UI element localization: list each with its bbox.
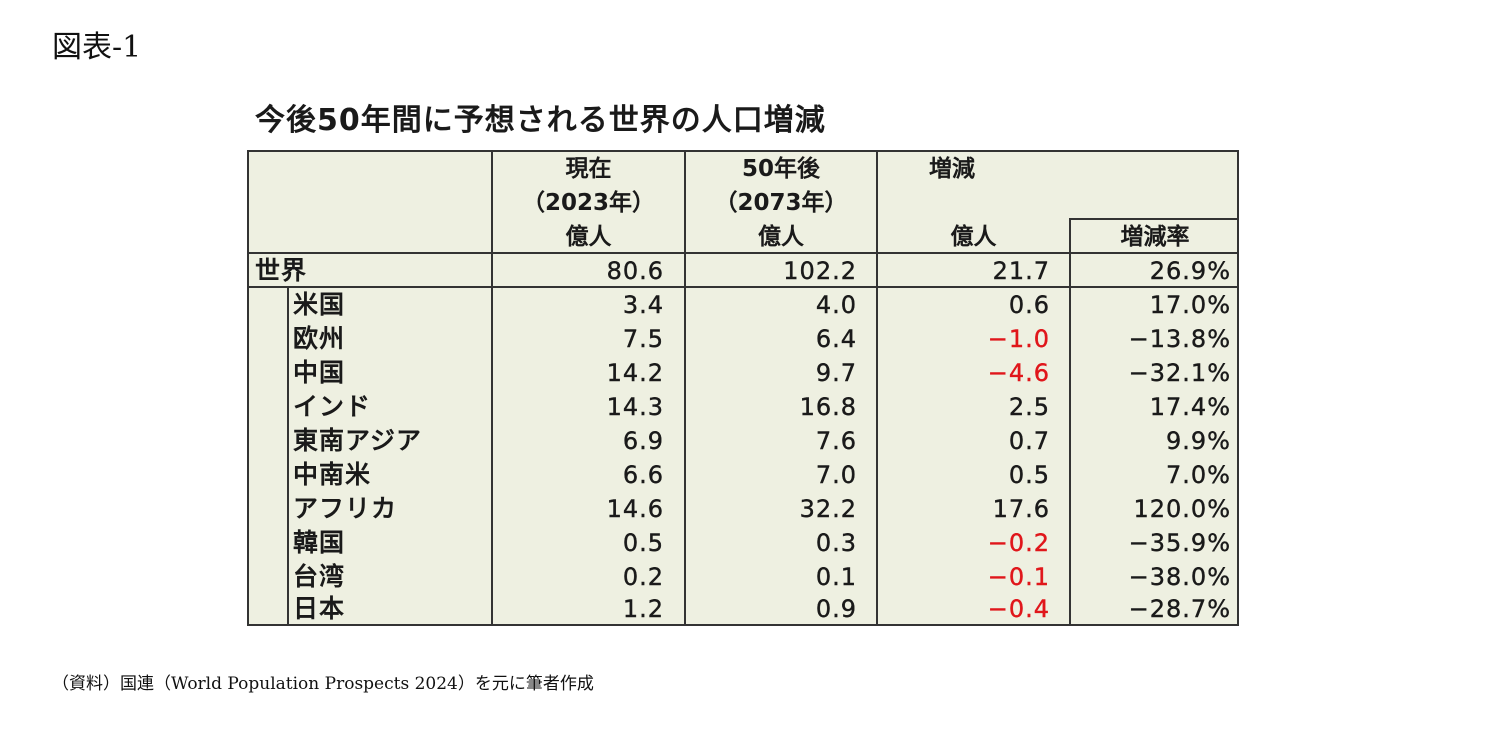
header-change-unit: 億人 <box>950 224 997 250</box>
rate-header-border <box>1069 218 1237 220</box>
change-rate: 17.0% <box>1149 291 1231 319</box>
header-future-year: （2073年） <box>714 190 848 216</box>
pop-2073: 7.0 <box>815 461 857 489</box>
pop-2073: 4.0 <box>815 291 857 319</box>
column-divider <box>491 152 493 624</box>
region-label: アフリカ <box>293 494 398 523</box>
header-current-title: 現在 <box>565 156 612 182</box>
pop-2073: 9.7 <box>815 359 857 387</box>
change-value-negative: −1.0 <box>987 325 1050 353</box>
header-future: 50年後 （2073年） 億人 <box>686 152 876 254</box>
region-label: インド <box>293 392 372 421</box>
change-rate: −35.9% <box>1128 529 1231 557</box>
header-future-title: 50年後 <box>741 156 820 182</box>
change-value-negative: −0.4 <box>987 595 1050 623</box>
pop-2023: 7.5 <box>622 325 664 353</box>
region-label: 東南アジア <box>293 426 423 455</box>
change-rate: 120.0% <box>1133 495 1231 523</box>
pop-2023: 6.6 <box>622 461 664 489</box>
region-label: 米国 <box>293 290 346 319</box>
change-value-negative: −0.1 <box>987 563 1050 591</box>
change-value: 17.6 <box>992 495 1050 523</box>
region-label: 欧州 <box>293 324 346 353</box>
change-value: 0.5 <box>1008 461 1050 489</box>
header-current-unit: 億人 <box>565 224 612 250</box>
region-label: 台湾 <box>293 562 346 591</box>
pop-2023: 6.9 <box>622 427 664 455</box>
population-table: 現在 （2023年） 億人 50年後 （2073年） 億人 増減 億人 増減率 … <box>247 150 1239 626</box>
pop-2023: 3.4 <box>622 291 664 319</box>
pop-2073: 16.8 <box>799 393 857 421</box>
header-future-unit: 億人 <box>758 224 804 250</box>
column-divider <box>1069 218 1071 624</box>
change-value: 0.6 <box>1008 291 1050 319</box>
region-label: 世界 <box>255 256 308 285</box>
indent-line <box>287 286 289 624</box>
pop-2073: 7.6 <box>815 427 857 455</box>
pop-2073: 0.1 <box>815 563 857 591</box>
change-rate: 7.0% <box>1166 461 1231 489</box>
region-label: 中国 <box>293 358 346 387</box>
header-bottom-border <box>249 252 1237 254</box>
pop-2073: 0.9 <box>815 595 857 623</box>
header-current-year: （2023年） <box>521 190 655 216</box>
change-value: 21.7 <box>992 257 1050 285</box>
column-divider <box>876 152 878 624</box>
header-current: 現在 （2023年） 億人 <box>493 152 684 254</box>
change-rate: −28.7% <box>1128 595 1231 623</box>
region-label: 中南米 <box>293 460 372 489</box>
pop-2023: 14.2 <box>606 359 664 387</box>
pop-2073: 6.4 <box>815 325 857 353</box>
pop-2023: 0.2 <box>622 563 664 591</box>
world-row-border <box>249 286 1237 288</box>
table-title: 今後50年間に予想される世界の人口増減 <box>255 103 826 138</box>
change-value-negative: −0.2 <box>987 529 1050 557</box>
change-rate: −13.8% <box>1128 325 1231 353</box>
change-value-negative: −4.6 <box>987 359 1050 387</box>
change-value: 0.7 <box>1008 427 1050 455</box>
figure-label: 図表-1 <box>52 30 142 65</box>
region-label: 韓国 <box>293 528 346 557</box>
change-rate: −38.0% <box>1128 563 1231 591</box>
change-rate: 17.4% <box>1149 393 1231 421</box>
change-rate: 9.9% <box>1166 427 1231 455</box>
region-label: 日本 <box>293 594 346 623</box>
column-divider <box>684 152 686 624</box>
pop-2073: 32.2 <box>799 495 857 523</box>
pop-2023: 1.2 <box>622 595 664 623</box>
pop-2073: 0.3 <box>815 529 857 557</box>
change-rate: −32.1% <box>1128 359 1231 387</box>
pop-2073: 102.2 <box>783 257 857 285</box>
header-rate: 増減率 <box>1120 224 1190 250</box>
change-value: 2.5 <box>1008 393 1050 421</box>
change-rate: 26.9% <box>1149 257 1231 285</box>
source-note: （資料）国連（World Population Prospects 2024）を… <box>52 674 594 694</box>
pop-2023: 80.6 <box>606 257 664 285</box>
pop-2023: 14.6 <box>606 495 664 523</box>
header-change-title: 増減 <box>929 156 975 182</box>
pop-2023: 14.3 <box>606 393 664 421</box>
pop-2023: 0.5 <box>622 529 664 557</box>
